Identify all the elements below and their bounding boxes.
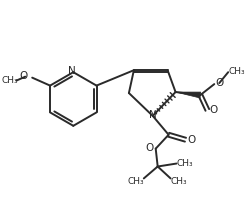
Text: O: O [145,143,153,153]
Text: CH₃: CH₃ [170,177,186,186]
Text: O: O [19,71,27,81]
Text: CH₃: CH₃ [1,76,18,85]
Text: O: O [208,105,216,115]
Text: O: O [214,78,223,88]
Text: CH₃: CH₃ [175,159,192,168]
Polygon shape [175,92,200,98]
Text: CH₃: CH₃ [228,67,244,76]
Text: N: N [68,66,76,76]
Text: O: O [186,135,195,145]
Text: CH₃: CH₃ [127,177,144,186]
Text: N: N [148,110,156,120]
